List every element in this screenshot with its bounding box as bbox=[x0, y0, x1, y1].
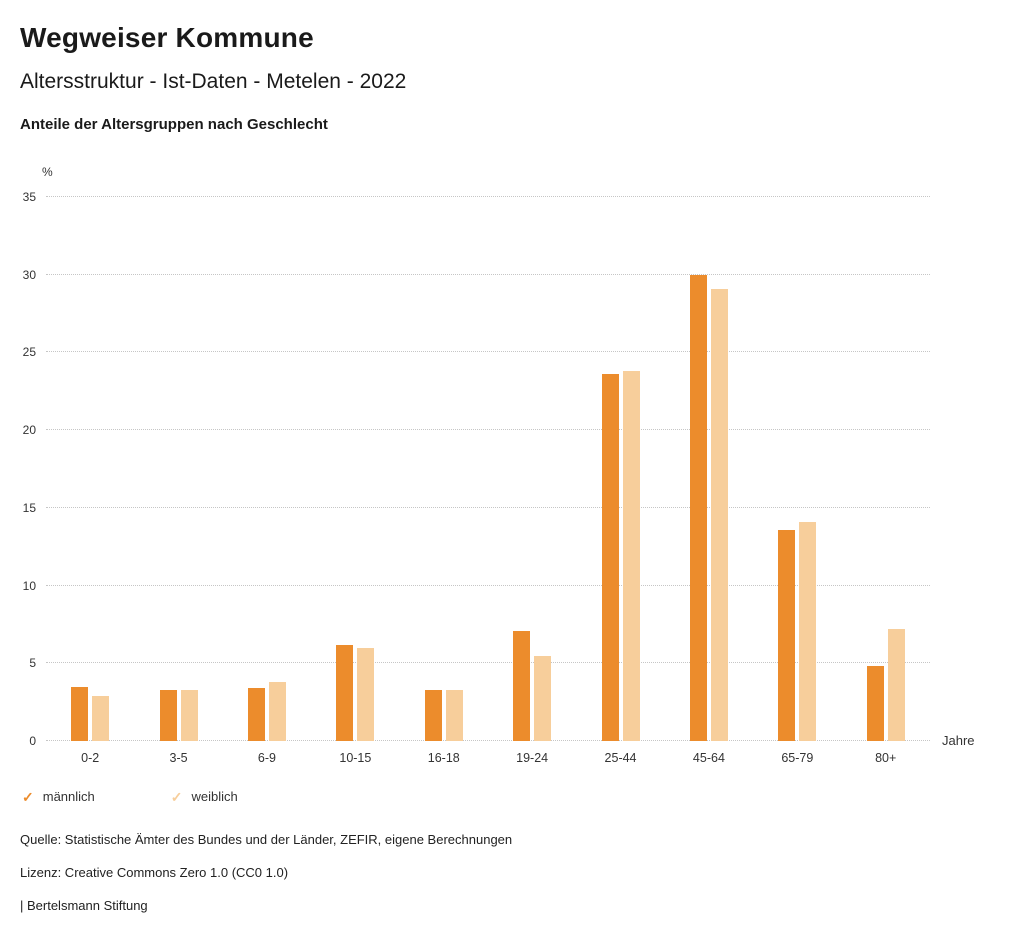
gridline-15: 15 bbox=[23, 501, 930, 515]
legend-label: männlich bbox=[42, 789, 95, 804]
bar-männlich-6-9[interactable] bbox=[247, 688, 265, 741]
bar-weiblich-10-15[interactable] bbox=[357, 647, 375, 741]
bar-group-45-64: 45-64 bbox=[689, 197, 728, 765]
bar-weiblich-25-44[interactable] bbox=[622, 371, 640, 741]
x-tick-label: 45-64 bbox=[692, 751, 725, 765]
bar-männlich-3-5[interactable] bbox=[159, 689, 177, 741]
bar-weiblich-19-24[interactable] bbox=[534, 655, 552, 741]
y-tick-label: 0 bbox=[29, 734, 36, 748]
source-text: Quelle: Statistische Ämter des Bundes un… bbox=[20, 832, 513, 847]
bar-group-0-2: 0-2 bbox=[71, 197, 110, 765]
x-axis-unit-label: Jahre bbox=[942, 733, 975, 748]
bar-männlich-19-24[interactable] bbox=[513, 630, 531, 741]
y-tick-label: 10 bbox=[22, 578, 36, 593]
attribution-text: | Bertelsmann Stiftung bbox=[20, 898, 148, 913]
bar-männlich-25-44[interactable] bbox=[601, 374, 619, 741]
y-axis-unit-label: % bbox=[42, 165, 53, 179]
gridline-10: 10 bbox=[23, 579, 930, 593]
legend: ✓ männlich ✓ weiblich bbox=[22, 789, 1004, 804]
footer: Quelle: Statistische Ämter des Bundes un… bbox=[20, 832, 1004, 913]
x-tick-label: 80+ bbox=[875, 751, 897, 765]
x-tick-label: 16-18 bbox=[427, 751, 460, 765]
legend-item-männlich[interactable]: ✓ männlich bbox=[22, 789, 95, 804]
gridline-25: 25 bbox=[23, 345, 930, 359]
gridline-5: 5 bbox=[29, 656, 930, 670]
bar-group-19-24: 19-24 bbox=[513, 197, 552, 765]
legend-item-weiblich[interactable]: ✓ weiblich bbox=[171, 789, 238, 804]
bar-group-10-15: 10-15 bbox=[336, 197, 375, 765]
bar-männlich-65-79[interactable] bbox=[778, 529, 796, 741]
page-subtitle: Altersstruktur - Ist-Daten - Metelen - 2… bbox=[20, 70, 407, 93]
page-title: Wegweiser Kommune bbox=[20, 22, 314, 53]
x-tick-label: 19-24 bbox=[516, 751, 549, 765]
bar-group-16-18: 16-18 bbox=[424, 197, 463, 765]
license-text: Lizenz: Creative Commons Zero 1.0 (CC0 1… bbox=[20, 865, 289, 880]
gridline-20: 20 bbox=[23, 423, 930, 437]
check-icon: ✓ bbox=[170, 788, 183, 805]
bar-weiblich-6-9[interactable] bbox=[268, 681, 286, 741]
bar-group-80+: 80+ bbox=[866, 197, 905, 765]
bar-group-65-79: 65-79 bbox=[778, 197, 817, 765]
bar-weiblich-45-64[interactable] bbox=[710, 288, 728, 741]
bar-männlich-80+[interactable] bbox=[866, 666, 884, 741]
x-tick-label: 25-44 bbox=[604, 751, 637, 765]
bar-group-6-9: 6-9 bbox=[247, 197, 286, 765]
x-tick-label: 65-79 bbox=[781, 751, 814, 765]
y-tick-label: 20 bbox=[22, 423, 36, 438]
y-tick-label: 5 bbox=[29, 656, 36, 671]
x-tick-label: 0-2 bbox=[81, 751, 100, 765]
gridline-35: 35 bbox=[23, 190, 930, 204]
plot-area: % Jahre 0 5 10 15 20 25 30 35 0-2 3-5 6-9 10-15 16-1… bbox=[23, 165, 975, 765]
bar-weiblich-80+[interactable] bbox=[887, 629, 905, 741]
gridline-0: 0 bbox=[29, 734, 930, 748]
bar-männlich-16-18[interactable] bbox=[424, 689, 442, 741]
check-icon: ✓ bbox=[22, 788, 34, 805]
bar-weiblich-3-5[interactable] bbox=[180, 689, 198, 741]
bar-group-3-5: 3-5 bbox=[159, 197, 198, 765]
y-tick-label: 35 bbox=[22, 190, 36, 204]
chart: % Jahre 0 5 10 15 20 25 30 35 0-2 3-5 6-9 10-15 16-1… bbox=[23, 165, 975, 765]
bar-männlich-10-15[interactable] bbox=[336, 644, 354, 741]
bar-männlich-0-2[interactable] bbox=[71, 686, 89, 741]
bar-weiblich-16-18[interactable] bbox=[445, 689, 463, 741]
legend-label: weiblich bbox=[191, 789, 238, 804]
y-tick-label: 25 bbox=[22, 345, 36, 360]
y-tick-label: 30 bbox=[22, 267, 36, 282]
bar-group-25-44: 25-44 bbox=[601, 197, 640, 765]
bars-layer: 0-2 3-5 6-9 10-15 16-18 19-24 25-44 45-64 65-79 8… bbox=[46, 197, 930, 765]
gridline-30: 30 bbox=[23, 268, 930, 282]
y-tick-label: 15 bbox=[22, 500, 36, 515]
x-tick-label: 10-15 bbox=[339, 751, 372, 765]
chart-heading: Anteile der Altersgruppen nach Geschlech… bbox=[20, 116, 328, 133]
x-tick-label: 3-5 bbox=[169, 751, 188, 765]
bar-männlich-45-64[interactable] bbox=[689, 274, 707, 741]
bar-weiblich-0-2[interactable] bbox=[92, 695, 110, 741]
x-tick-label: 6-9 bbox=[257, 751, 277, 765]
bar-weiblich-65-79[interactable] bbox=[799, 521, 817, 741]
